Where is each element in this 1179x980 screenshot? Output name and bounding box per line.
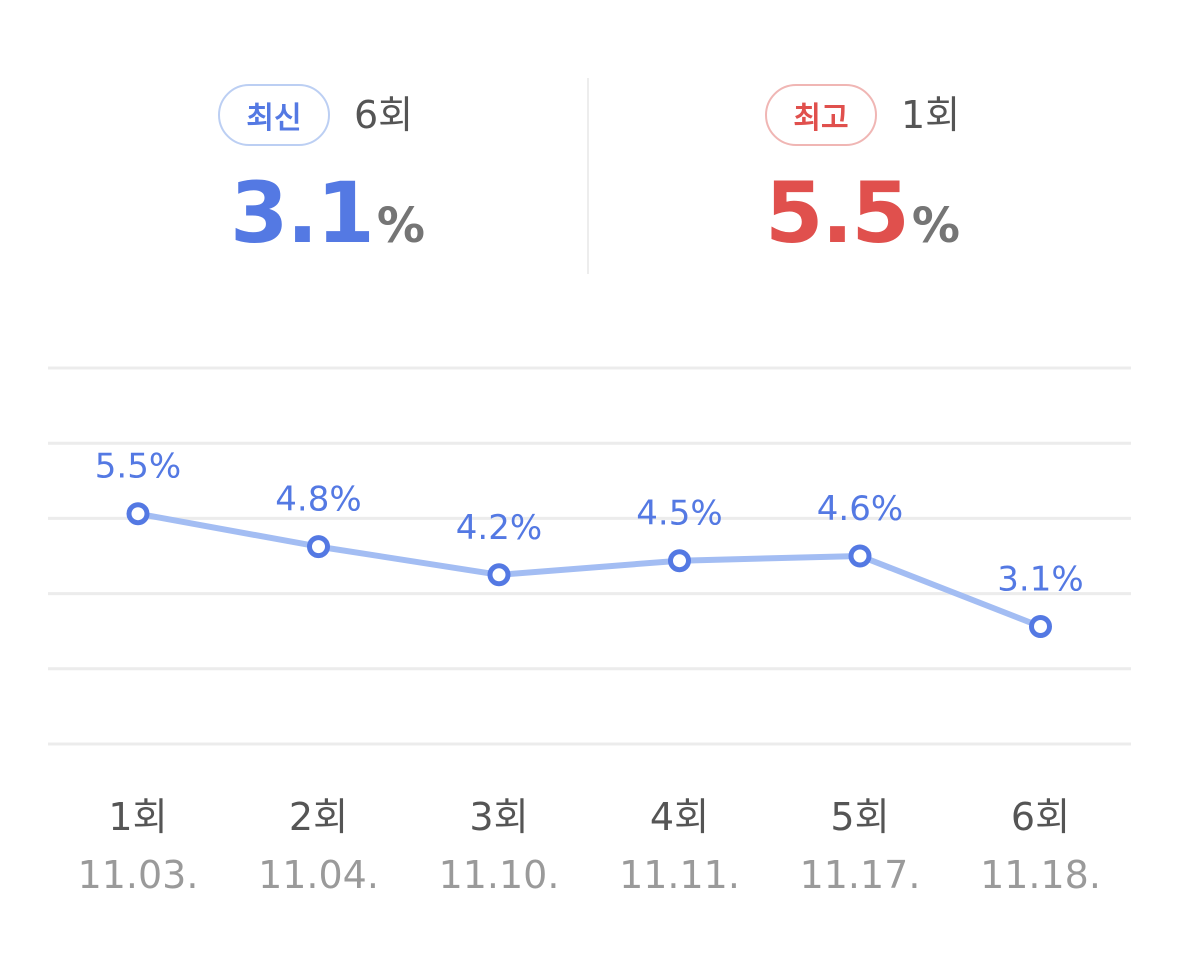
x-tick-date: 11.10. bbox=[439, 853, 560, 897]
x-tick-episode: 5회 bbox=[830, 795, 889, 839]
rating-summary: 최신 6회 3.1 % 최고 1회 5.5 % bbox=[0, 0, 1179, 300]
data-label: 5.5% bbox=[95, 447, 181, 487]
data-point[interactable] bbox=[126, 502, 150, 526]
data-label: 4.5% bbox=[636, 494, 722, 534]
tick-layer: 1회 11.03. 2회 11.04. 3회 11.10. 4회 11.11. 5회 11.17.… bbox=[78, 795, 1101, 897]
x-tick-date: 11.03. bbox=[78, 853, 199, 897]
x-tick-date: 11.11. bbox=[619, 853, 740, 897]
data-point[interactable] bbox=[668, 549, 691, 573]
line-layer bbox=[135, 510, 1044, 630]
x-tick-episode: 1회 bbox=[108, 795, 167, 839]
data-label: 4.8% bbox=[275, 480, 361, 520]
series-line-rating bbox=[135, 510, 1044, 630]
summary-divider bbox=[587, 78, 589, 274]
x-tick-episode: 2회 bbox=[289, 795, 348, 839]
grid-layer bbox=[48, 366, 1131, 746]
data-label: 3.1% bbox=[997, 560, 1083, 600]
best-rating: 최고 1회 5.5 % bbox=[589, 80, 1176, 280]
data-label: 4.6% bbox=[817, 489, 903, 529]
label-layer: 5.5% 4.8% 4.2% 4.5% 4.6% 3.1% bbox=[95, 447, 1084, 600]
latest-episode: 6회 bbox=[354, 93, 414, 137]
data-point[interactable] bbox=[307, 535, 330, 559]
best-value-group: 5.5 % bbox=[765, 168, 960, 258]
x-tick-episode: 3회 bbox=[469, 795, 528, 839]
x-tick-date: 11.04. bbox=[258, 853, 379, 897]
point-layer bbox=[126, 502, 1052, 638]
data-label: 4.2% bbox=[456, 508, 542, 548]
data-point[interactable] bbox=[1029, 615, 1052, 638]
latest-value: 3.1 bbox=[230, 164, 375, 262]
best-badge: 최고 bbox=[765, 84, 877, 146]
x-tick-date: 11.17. bbox=[800, 853, 921, 897]
x-tick-date: 11.18. bbox=[980, 853, 1101, 897]
best-episode: 1회 bbox=[901, 93, 961, 137]
x-tick-episode: 4회 bbox=[650, 795, 709, 839]
data-point[interactable] bbox=[848, 544, 872, 568]
best-unit: % bbox=[911, 198, 960, 254]
best-value: 5.5 bbox=[765, 164, 910, 262]
x-tick-episode: 6회 bbox=[1011, 795, 1070, 839]
latest-value-group: 3.1 % bbox=[230, 168, 425, 258]
data-point[interactable] bbox=[487, 563, 511, 587]
latest-unit: % bbox=[376, 198, 425, 254]
latest-rating: 최신 6회 3.1 % bbox=[0, 80, 587, 280]
latest-badge: 최신 bbox=[218, 84, 330, 146]
